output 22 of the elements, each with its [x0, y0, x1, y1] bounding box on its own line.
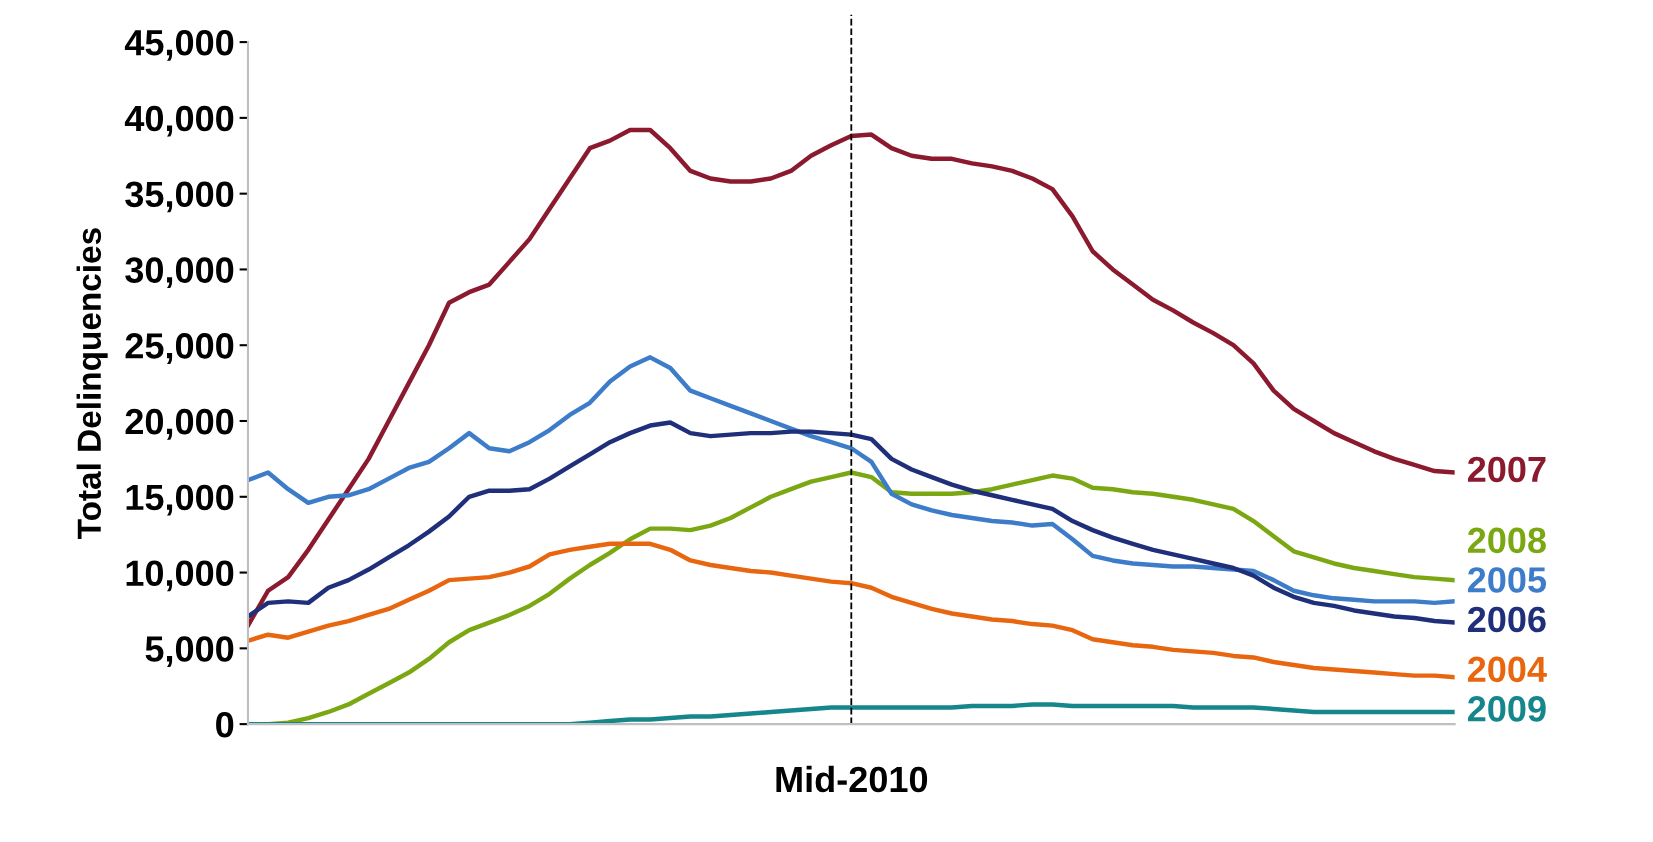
y-tick-label: 10,000 — [126, 560, 234, 592]
series-label: 2007 — [1467, 456, 1546, 483]
line-series — [247, 355, 1455, 606]
line-series — [247, 420, 1455, 625]
y-tick-label: 30,000 — [125, 257, 234, 289]
y-tick-label: 40,000 — [124, 105, 234, 137]
y-tick-label: 5,000 — [145, 636, 234, 668]
y-tick-label: 15,000 — [126, 484, 234, 516]
y-tick-label: 0 — [216, 711, 234, 738]
line-series — [247, 541, 1455, 680]
y-tick-label: 35,000 — [125, 181, 234, 213]
series-label: 2005 — [1467, 567, 1547, 593]
series-label: 2008 — [1467, 527, 1546, 554]
y-axis-title: Total Delinquencies — [76, 228, 108, 539]
y-tick-label: 25,000 — [125, 333, 234, 364]
y-tick-label: 45,000 — [124, 29, 234, 61]
series-label: 2006 — [1467, 606, 1546, 633]
x-axis-title: Mid-2010 — [776, 765, 928, 793]
series-label: 2004 — [1467, 656, 1547, 683]
series-label: 2009 — [1467, 696, 1546, 722]
y-tick-label: 20,000 — [125, 408, 234, 440]
line-series — [247, 127, 1455, 628]
